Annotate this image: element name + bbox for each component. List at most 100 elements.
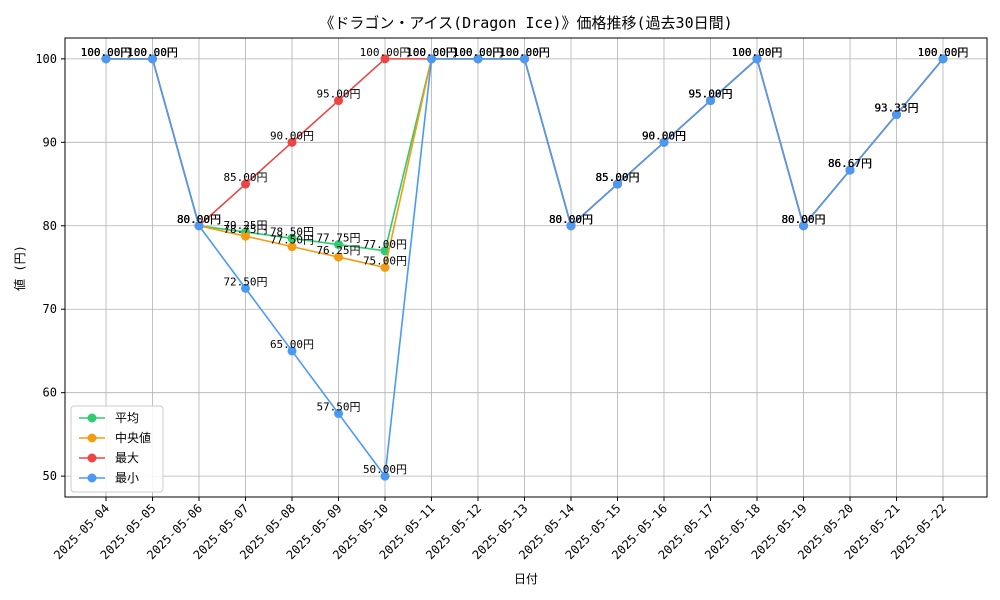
data-point (706, 96, 715, 106)
data-label: 80.00円 (781, 213, 825, 226)
data-label: 86.67円 (828, 157, 872, 170)
data-point (752, 54, 762, 64)
data-label: 100.00円 (918, 46, 969, 59)
data-label: 93.33円 (874, 102, 918, 115)
data-label: 100.00円 (81, 46, 132, 59)
data-label: 75.00円 (363, 255, 407, 268)
data-point (194, 221, 204, 231)
data-label: 72.50円 (223, 275, 267, 288)
series-3 (101, 54, 948, 481)
data-label: 100.00円 (127, 46, 178, 59)
legend-item: 平均 (79, 411, 139, 425)
data-point (613, 179, 622, 189)
data-point (241, 231, 250, 241)
data-label: 95.00円 (316, 88, 360, 101)
data-point (380, 471, 390, 481)
legend-marker (87, 473, 97, 483)
data-point (938, 54, 948, 64)
data-label: 93.33円 (874, 102, 918, 115)
legend-box (70, 405, 164, 493)
data-point (334, 240, 343, 250)
data-label: 76.25円 (316, 244, 360, 257)
data-label: 100.00円 (406, 46, 457, 59)
data-point (520, 54, 529, 64)
data-point (241, 179, 250, 189)
data-label: 80.00円 (781, 213, 825, 226)
data-label: 100.00円 (732, 46, 783, 59)
data-label: 79.25円 (223, 219, 267, 232)
data-label: 85.00円 (595, 171, 639, 184)
data-label: 100.00円 (453, 46, 504, 59)
data-label: 100.00円 (406, 46, 457, 59)
data-point (334, 96, 343, 106)
data-label: 80.00円 (549, 213, 593, 226)
legend-marker (87, 413, 97, 423)
data-label: 85.00円 (595, 171, 639, 184)
data-label: 100.00円 (732, 46, 783, 59)
data-label: 100.00円 (499, 46, 550, 59)
data-point (380, 263, 390, 272)
data-label: 100.00円 (453, 46, 504, 59)
data-label: 100.00円 (918, 46, 969, 59)
data-label: 80.00円 (549, 213, 593, 226)
data-point (287, 242, 297, 252)
data-label: 80.00円 (177, 213, 221, 226)
data-label: 77.50円 (270, 234, 314, 247)
data-point (380, 54, 390, 64)
plot-area (64, 37, 988, 498)
y-tick-label: 90 (43, 135, 57, 149)
data-label: 100.00円 (406, 46, 457, 59)
data-label: 85.00円 (595, 171, 639, 184)
data-label: 57.50円 (316, 401, 360, 414)
data-label: 90.00円 (270, 129, 314, 142)
legend-label: 平均 (115, 411, 139, 425)
data-label: 78.75円 (223, 223, 267, 236)
legend-label: 最大 (115, 451, 139, 465)
data-label: 80.00円 (177, 213, 221, 226)
data-label: 100.00円 (127, 46, 178, 59)
data-label: 77.00円 (363, 238, 407, 251)
legend-marker (87, 433, 97, 443)
data-label: 100.00円 (918, 46, 969, 59)
data-label: 93.33円 (874, 102, 918, 115)
data-label: 86.67円 (828, 157, 872, 170)
data-label: 100.00円 (81, 46, 132, 59)
data-label: 95.00円 (688, 88, 732, 101)
data-label: 100.00円 (499, 46, 550, 59)
y-tick-label: 80 (43, 219, 57, 233)
data-label: 80.00円 (177, 213, 221, 226)
data-point (380, 246, 390, 256)
data-point (845, 165, 855, 175)
data-label: 90.00円 (642, 129, 686, 142)
series-layer (101, 54, 948, 481)
data-label: 86.67円 (828, 157, 872, 170)
data-label: 80.00円 (781, 213, 825, 226)
y-tick-label: 60 (43, 386, 57, 400)
data-label: 65.00円 (270, 338, 314, 351)
data-label: 80.00円 (781, 213, 825, 226)
data-label: 95.00円 (688, 88, 732, 101)
data-point (287, 346, 297, 356)
y-tick-label: 100 (35, 52, 57, 66)
data-label: 80.00円 (177, 213, 221, 226)
data-label: 100.00円 (360, 46, 411, 59)
y-tick-label: 70 (43, 302, 57, 316)
data-label: 100.00円 (732, 46, 783, 59)
legend-item: 最大 (79, 451, 139, 465)
data-label: 78.50円 (270, 225, 314, 238)
data-label: 77.75円 (316, 232, 360, 245)
data-label: 100.00円 (127, 46, 178, 59)
data-label: 100.00円 (81, 46, 132, 59)
y-axis-label: 値 (円) (12, 245, 27, 291)
data-point (148, 54, 157, 64)
data-point (334, 409, 343, 419)
data-label: 95.00円 (688, 88, 732, 101)
data-point (427, 54, 436, 64)
data-label: 93.33円 (874, 102, 918, 115)
data-label: 100.00円 (918, 46, 969, 59)
data-label: 80.00円 (549, 213, 593, 226)
data-label: 50.00円 (363, 463, 407, 476)
data-label: 100.00円 (499, 46, 550, 59)
